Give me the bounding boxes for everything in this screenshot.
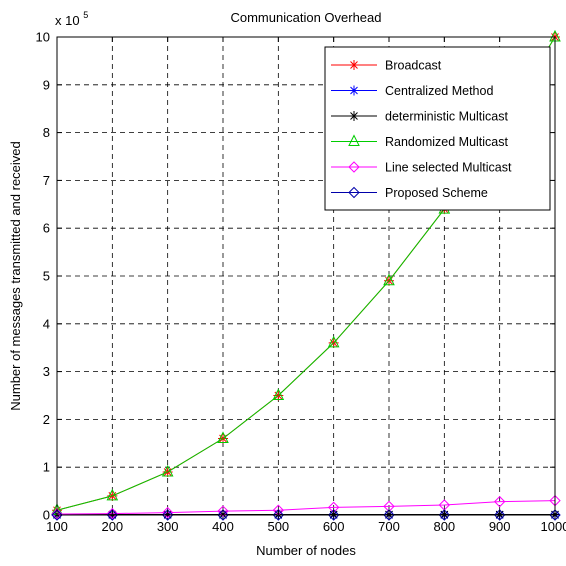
- diamond-marker: [348, 186, 360, 199]
- legend-label: Line selected Multicast: [385, 161, 512, 175]
- triangle-marker: [327, 335, 340, 348]
- y-axis-multiplier: x 10 5: [55, 10, 88, 28]
- x-tick-label: 100: [46, 519, 68, 534]
- triangle-marker: [348, 134, 360, 146]
- diamond-marker: [217, 505, 229, 517]
- diamond-marker: [549, 509, 561, 521]
- legend-item: Line selected Multicast: [331, 161, 512, 175]
- triangle-marker: [383, 273, 395, 286]
- diamond-marker: [161, 509, 174, 521]
- diamond-marker: [51, 508, 63, 520]
- x-tick-label: 700: [378, 519, 400, 534]
- star-marker: [349, 85, 359, 96]
- diamond-marker: [493, 495, 506, 508]
- legend-label: Randomized Multicast: [385, 135, 508, 149]
- y-tick-label: 5: [43, 269, 50, 284]
- star-marker: [349, 60, 359, 70]
- diamond-marker: [217, 509, 229, 521]
- axis-ticks: 100 200 300 400 500 600 700 800 900 1000 0 1 2 3 4 5 6 7 8…: [36, 30, 566, 535]
- legend-label: Centralized Method: [385, 84, 493, 98]
- x-tick-label: 500: [267, 519, 289, 534]
- x-tick-label: 600: [323, 519, 345, 534]
- y-tick-label: 10: [36, 30, 50, 45]
- diamond-marker: [51, 509, 63, 521]
- diamond-marker: [161, 506, 174, 519]
- x-tick-label: 1000: [541, 519, 566, 534]
- series-line: [56, 500, 556, 515]
- legend-item: Randomized Multicast: [331, 134, 508, 149]
- x-tick-label: 400: [212, 519, 234, 534]
- y-tick-label: 6: [43, 221, 50, 236]
- y-axis-label: Number of messages transmitted and recei…: [8, 141, 23, 411]
- y-tick-label: 4: [43, 316, 50, 331]
- x-tick-label: 900: [489, 519, 511, 534]
- legend-item: Centralized Method: [331, 84, 493, 98]
- y-tick-label: 1: [43, 460, 50, 475]
- legend-box: [324, 46, 551, 211]
- diamond-marker: [327, 509, 340, 521]
- x-tick-label: 300: [157, 519, 179, 534]
- y-multiplier-exponent: 5: [83, 10, 88, 20]
- diamond-marker: [106, 507, 119, 520]
- chart-title: Communication Overhead: [230, 10, 381, 25]
- triangle-marker: [161, 464, 174, 477]
- legend: Broadcast Centralized Method deterministic…: [324, 46, 551, 211]
- diamond-marker: [348, 161, 360, 173]
- legend-label: deterministic Multicast: [385, 110, 508, 124]
- y-tick-label: 3: [43, 364, 50, 379]
- x-tick-label: 800: [433, 519, 455, 534]
- diamond-marker: [272, 509, 285, 521]
- legend-label: Proposed Scheme: [385, 186, 488, 200]
- x-tick-label: 200: [101, 519, 123, 534]
- y-tick-label: 8: [43, 125, 50, 140]
- y-tick-label: 2: [43, 412, 50, 427]
- legend-item: deterministic Multicast: [331, 110, 508, 124]
- triangle-marker: [272, 388, 285, 400]
- legend-item: Proposed Scheme: [331, 186, 488, 200]
- triangle-marker: [106, 488, 119, 501]
- legend-label: Broadcast: [385, 59, 442, 73]
- y-multiplier-base: x 10: [55, 13, 80, 28]
- x-axis-label: Number of nodes: [256, 543, 356, 558]
- star-marker: [349, 111, 359, 121]
- legend-item: Broadcast: [331, 59, 442, 73]
- diamond-marker: [106, 509, 119, 521]
- diamond-marker: [493, 509, 506, 521]
- diamond-marker: [383, 509, 395, 521]
- y-tick-label: 7: [43, 173, 50, 188]
- diamond-marker: [438, 509, 451, 521]
- y-tick-label: 9: [43, 77, 50, 92]
- y-tick-label: 0: [43, 508, 50, 523]
- triangle-marker: [217, 431, 229, 444]
